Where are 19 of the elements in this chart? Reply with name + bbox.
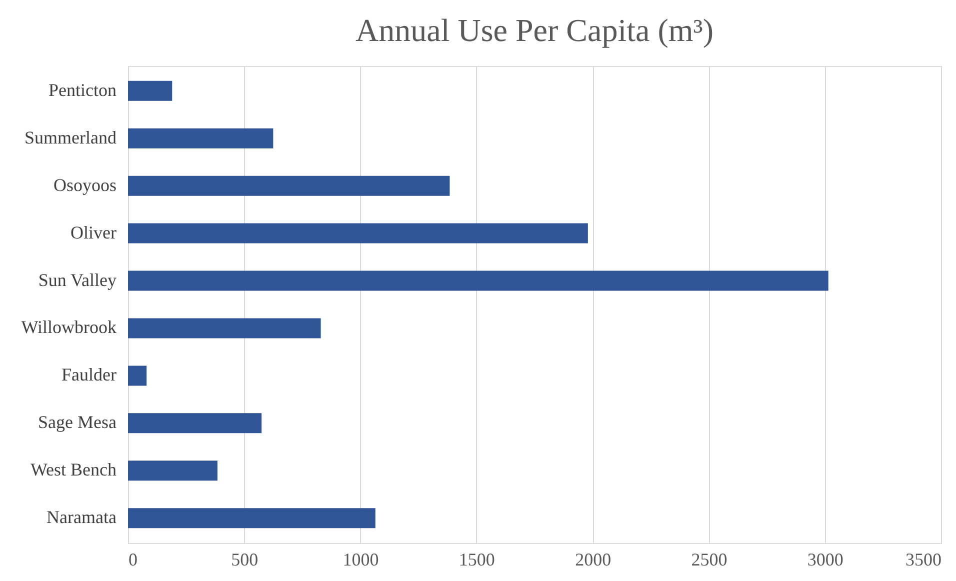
y-tick-label: Sage Mesa xyxy=(38,412,117,432)
x-tick-label: 1500 xyxy=(458,550,495,570)
y-tick-label: Faulder xyxy=(62,364,117,385)
x-tick-label: 3500 xyxy=(906,550,942,570)
y-tick-label: West Bench xyxy=(30,460,116,480)
y-tick-label: Penticton xyxy=(48,80,116,100)
x-tick-label: 500 xyxy=(231,550,258,570)
x-tick-label: 2500 xyxy=(691,550,728,570)
x-tick-label: 0 xyxy=(128,550,138,570)
y-tick-label: Summerland xyxy=(24,127,116,148)
x-tick-label: 3000 xyxy=(807,550,844,570)
y-tick-label: Osoyoos xyxy=(53,174,116,195)
x-tick-label: 2000 xyxy=(575,550,612,570)
y-tick-label: Willowbrook xyxy=(21,317,116,338)
y-tick-label: Sun Valley xyxy=(38,270,116,290)
x-tick-label: 1000 xyxy=(342,550,379,570)
y-tick-label: Naramata xyxy=(46,507,117,528)
chart-title: Annual Use Per Capita (m³) xyxy=(356,12,714,48)
y-tick-label: Oliver xyxy=(70,222,117,242)
